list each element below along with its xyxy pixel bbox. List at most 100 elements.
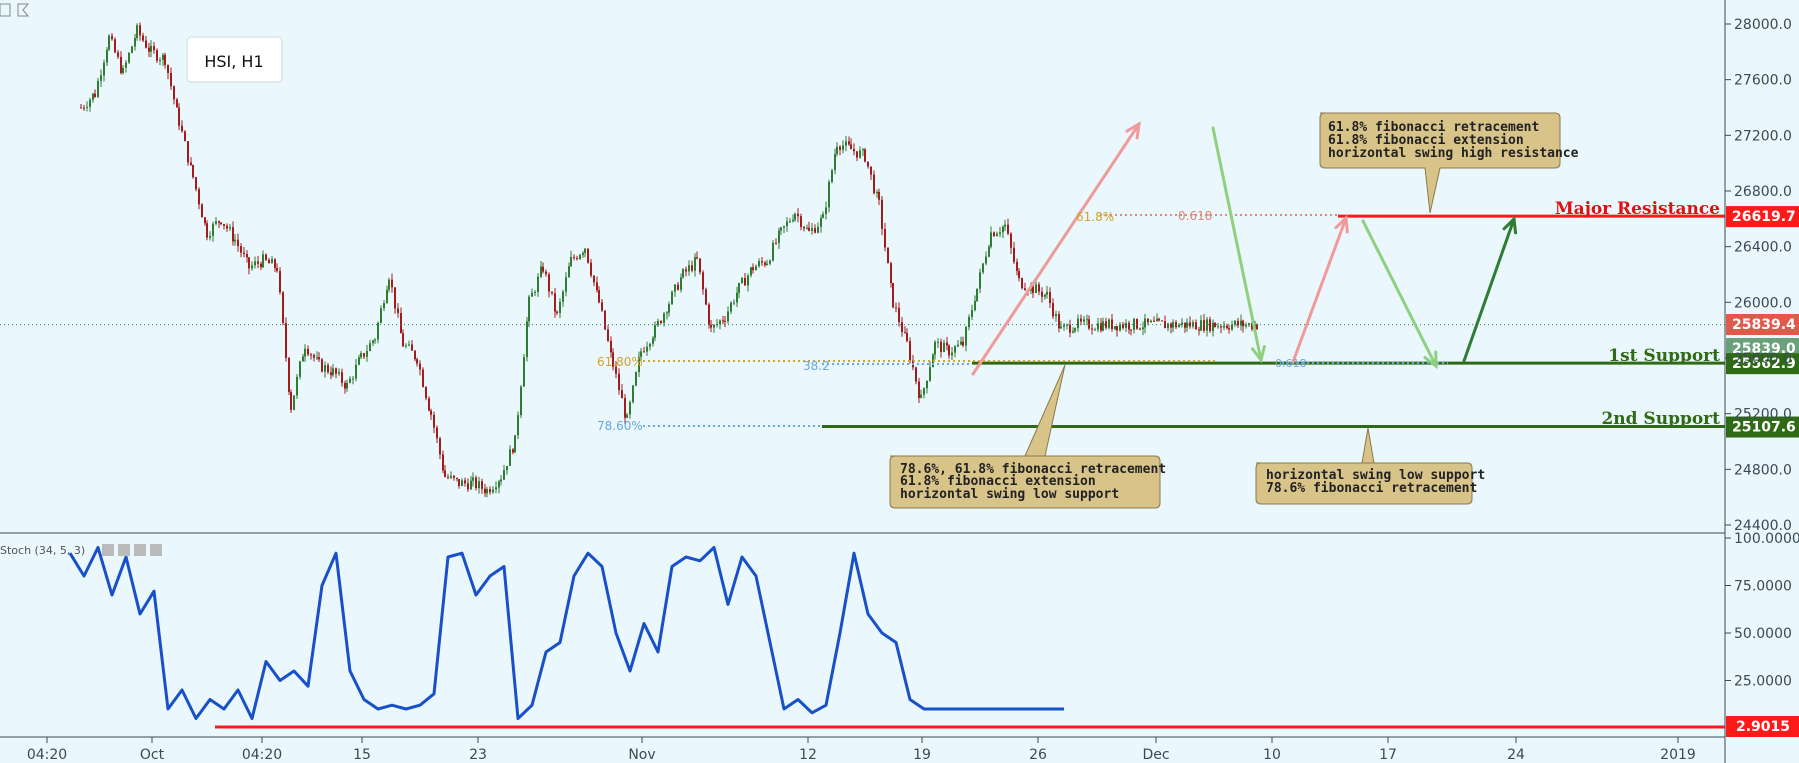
candle-body (1116, 326, 1118, 331)
price-tick-label: 26400.0 (1734, 240, 1792, 256)
candle-body (374, 339, 376, 341)
candle-body (727, 311, 729, 322)
candle-body (495, 487, 497, 490)
green-down-arrow-1 (1211, 126, 1263, 362)
candle-body (1125, 322, 1127, 328)
candle-body (626, 414, 628, 418)
candle-body (845, 141, 847, 146)
candle-body (1105, 321, 1107, 328)
candle-body (1108, 319, 1110, 328)
candle-body (209, 235, 211, 238)
candle-body (1147, 318, 1149, 323)
symbol-box[interactable]: HSI, H1 (186, 36, 283, 83)
candle-body (512, 449, 514, 453)
candle-body (313, 354, 315, 358)
candle-body (764, 262, 766, 265)
candle-body (548, 274, 550, 292)
candle-body (834, 154, 836, 171)
candle-body (542, 266, 544, 272)
candle-body (1094, 329, 1096, 331)
candle-body (162, 54, 164, 60)
stoch-add-icon[interactable] (134, 544, 146, 556)
candle-body (178, 107, 180, 126)
price-tick-label: 26000.0 (1734, 295, 1792, 311)
stoch-controls[interactable] (102, 544, 162, 556)
candle-body (671, 291, 673, 305)
candle-body (489, 489, 491, 493)
candle-body (738, 283, 740, 293)
flag-icon[interactable] (17, 3, 30, 17)
candle-body (744, 277, 746, 286)
candle-body (881, 199, 883, 229)
candle-body (173, 86, 175, 100)
candle-body (139, 25, 141, 36)
candle-body (960, 341, 962, 345)
candle-body (856, 151, 858, 158)
candle-body (296, 376, 298, 396)
green-down-arrow-2-head (1423, 350, 1438, 370)
candle-body (414, 350, 416, 360)
candle-body (596, 282, 598, 291)
candle-body (262, 254, 264, 268)
candle-body (94, 93, 96, 97)
candle-body (948, 345, 950, 356)
candle-body (369, 343, 371, 351)
candle-body (1234, 320, 1236, 325)
candle-body (794, 213, 796, 220)
candle-body (1206, 319, 1208, 331)
fib-label-blue-small: 38.2 (803, 359, 830, 373)
candle-body (724, 320, 726, 322)
candle-body (108, 35, 110, 50)
candle-body (1018, 270, 1020, 279)
candle-body (1032, 285, 1034, 294)
candle-body (551, 291, 553, 294)
candle-body (1038, 284, 1040, 292)
candle-body (598, 290, 600, 303)
candle-body (226, 225, 228, 229)
candle-body (562, 291, 564, 302)
candle-body (747, 275, 749, 286)
candle-body (876, 191, 878, 194)
candle-body (271, 259, 273, 264)
candle-body (433, 414, 435, 428)
candle-body (500, 479, 502, 482)
stoch-close-icon[interactable] (150, 544, 162, 556)
stoch-settings-icon[interactable] (102, 544, 114, 556)
candle-body (906, 332, 908, 342)
stoch-gear-icon[interactable] (118, 544, 130, 556)
price-tag-support-2 (1726, 416, 1799, 438)
green-up-arrow (1462, 217, 1516, 363)
price-tag-support-1-label: 25562.9 (1732, 356, 1796, 372)
stochastic-layer: 2.9015 (68, 546, 1799, 737)
candle-body (624, 398, 626, 418)
candle-body (559, 301, 561, 313)
candle-body (1060, 326, 1062, 329)
candle-body (341, 372, 343, 383)
candle-body (257, 261, 259, 264)
candle-body (962, 341, 964, 346)
candle-body (478, 481, 480, 489)
candle-body (190, 162, 192, 165)
candle-body (360, 353, 362, 358)
candle-body (1069, 324, 1071, 333)
candle-body (335, 368, 337, 374)
candle-body (103, 62, 105, 76)
candle-body (1251, 323, 1253, 330)
candle-body (136, 25, 138, 39)
candle-body (792, 219, 794, 222)
candle-body (106, 49, 108, 63)
candle-body (425, 387, 427, 399)
support1-note: 78.6%, 61.8% fibonacci retracement 61.8%… (889, 364, 1166, 509)
candle-body (1055, 313, 1057, 317)
candle-body (304, 348, 306, 357)
candle-body (839, 146, 841, 150)
panel-menu-icon[interactable] (0, 3, 11, 17)
candle-body (604, 310, 606, 330)
candle-body (803, 226, 805, 229)
candle-body (668, 304, 670, 313)
price-tick-label: 27200.0 (1734, 128, 1792, 144)
candle-body (733, 302, 735, 304)
candle-body (640, 351, 642, 357)
candle-body (206, 223, 208, 238)
